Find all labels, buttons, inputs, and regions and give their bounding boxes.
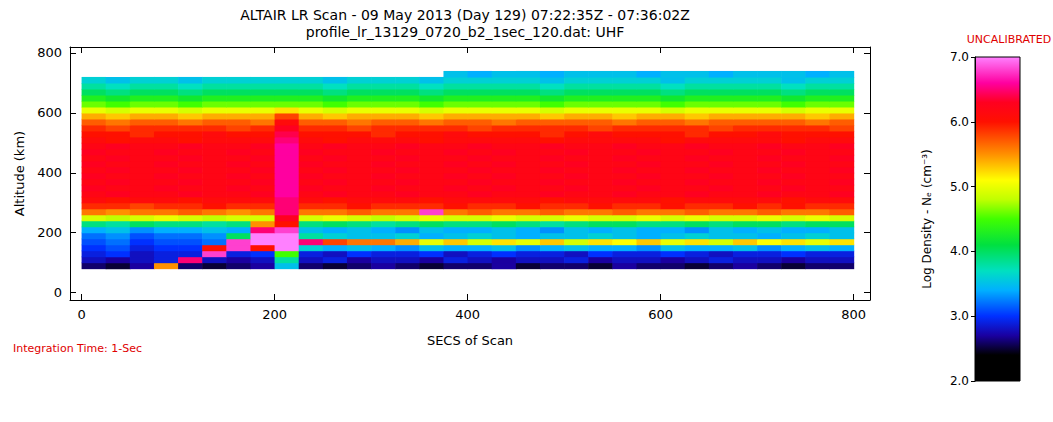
- svg-text:UNCALIBRATED: UNCALIBRATED: [967, 33, 1051, 46]
- svg-text:Log Density - Nₑ (cm⁻³): Log Density - Nₑ (cm⁻³): [920, 149, 934, 288]
- svg-text:800: 800: [37, 45, 62, 60]
- svg-text:600: 600: [648, 307, 673, 322]
- svg-text:2.0: 2.0: [950, 374, 969, 388]
- svg-text:profile_lr_13129_0720_b2_1sec_: profile_lr_13129_0720_b2_1sec_120.dat: U…: [306, 24, 624, 40]
- svg-text:200: 200: [262, 307, 287, 322]
- svg-text:5.0: 5.0: [950, 180, 969, 194]
- svg-text:800: 800: [841, 307, 866, 322]
- svg-text:SECS of Scan: SECS of Scan: [427, 333, 513, 348]
- svg-text:0: 0: [77, 307, 85, 322]
- svg-text:400: 400: [455, 307, 480, 322]
- svg-text:0: 0: [54, 285, 62, 300]
- svg-text:3.0: 3.0: [950, 309, 969, 323]
- svg-text:6.0: 6.0: [950, 115, 969, 129]
- svg-text:7.0: 7.0: [950, 50, 969, 64]
- svg-text:400: 400: [37, 165, 62, 180]
- svg-text:600: 600: [37, 105, 62, 120]
- svg-text:4.0: 4.0: [950, 244, 969, 258]
- svg-text:200: 200: [37, 225, 62, 240]
- svg-text:ALTAIR LR Scan - 09 May 2013 (: ALTAIR LR Scan - 09 May 2013 (Day 129) 0…: [240, 7, 690, 23]
- svg-text:Integration Time: 1-Sec: Integration Time: 1-Sec: [13, 342, 142, 355]
- svg-text:Altitude (km): Altitude (km): [12, 131, 27, 216]
